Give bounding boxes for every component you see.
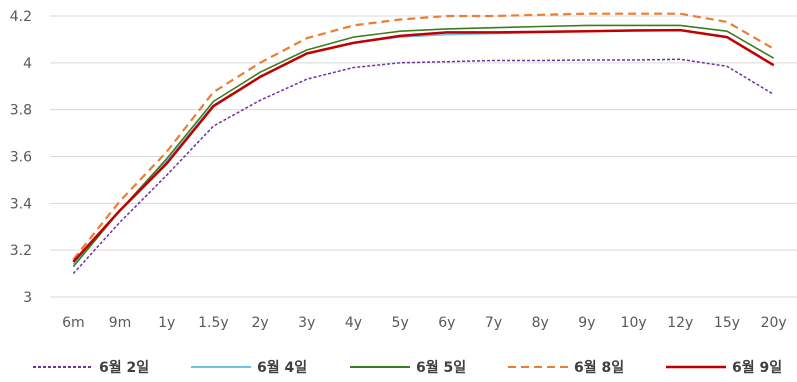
series-line-3 bbox=[72, 24, 775, 268]
x-tick-label: 2y bbox=[251, 315, 268, 331]
y-tick-label: 4.2 bbox=[10, 9, 32, 25]
legend-label: 6월 4일 bbox=[257, 359, 307, 376]
x-tick-label: 12y bbox=[667, 315, 693, 331]
y-axis: 3 3.2 3.4 3.6 3.8 4 4.2 bbox=[10, 9, 32, 306]
x-tick-label: 9m bbox=[109, 315, 132, 331]
x-tick-label: 10y bbox=[621, 315, 647, 331]
x-tick-label: 7y bbox=[485, 315, 502, 331]
series-line-1 bbox=[72, 58, 775, 275]
series-line-5 bbox=[72, 28, 775, 263]
legend-label: 6월 2일 bbox=[99, 359, 149, 376]
y-tick-label: 3.8 bbox=[10, 103, 32, 119]
x-tick-label: 9y bbox=[578, 315, 595, 331]
x-tick-label: 1y bbox=[158, 315, 175, 331]
x-tick-label: 5y bbox=[392, 315, 409, 331]
series-line-4 bbox=[72, 12, 775, 261]
series-line-2 bbox=[72, 29, 775, 265]
y-tick-label: 3.6 bbox=[10, 150, 32, 166]
legend-label: 6월 5일 bbox=[416, 359, 466, 376]
legend: 6월 2일 6월 4일 6월 5일 6월 8일 6월 9일 bbox=[33, 359, 782, 376]
x-tick-label: 3y bbox=[298, 315, 315, 331]
y-tick-label: 3.4 bbox=[10, 196, 32, 212]
x-tick-label: 8y bbox=[532, 315, 549, 331]
x-tick-label: 20y bbox=[761, 315, 787, 331]
x-axis: 6m 9m 1y 1.5y 2y 3y 4y 5y 6y 7y 8y 9y 10y 12y 15y 20y bbox=[62, 315, 787, 331]
legend-label: 6월 9일 bbox=[732, 359, 782, 376]
x-tick-label: 4y bbox=[345, 315, 362, 331]
y-tick-label: 3.2 bbox=[10, 243, 32, 259]
y-tick-label: 3 bbox=[23, 290, 32, 306]
x-tick-label: 6m bbox=[62, 315, 85, 331]
legend-label: 6월 8일 bbox=[574, 359, 624, 376]
y-tick-label: 4 bbox=[23, 56, 32, 72]
x-tick-label: 1.5y bbox=[198, 315, 229, 331]
x-tick-label: 15y bbox=[714, 315, 740, 331]
x-tick-label: 6y bbox=[438, 315, 455, 331]
series-lines bbox=[72, 12, 775, 275]
